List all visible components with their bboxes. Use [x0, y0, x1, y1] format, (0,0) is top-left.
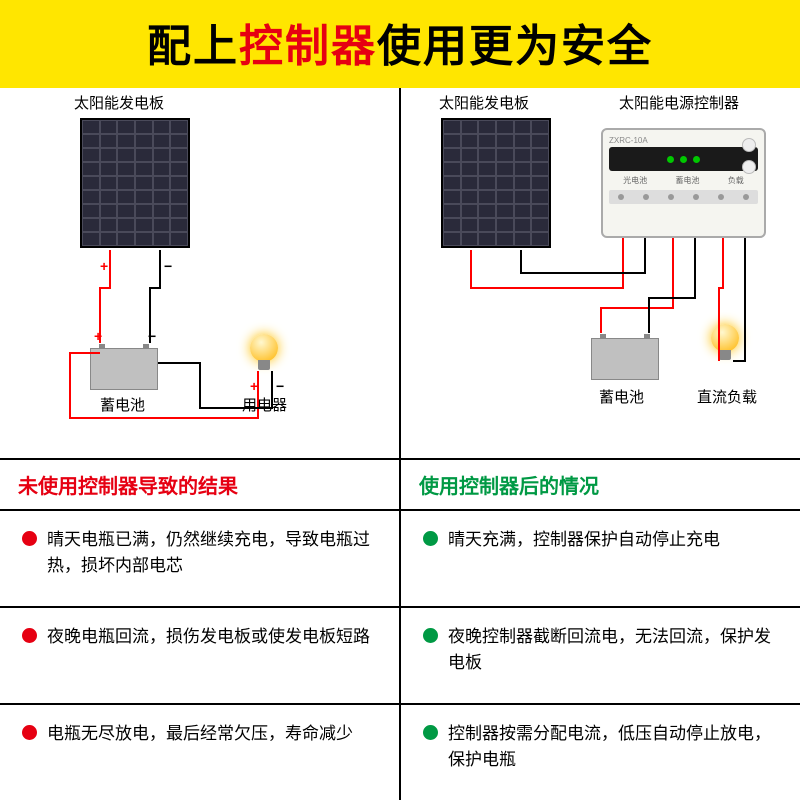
- bullet-item: 控制器按需分配电流，低压自动停止放电，保护电瓶: [401, 705, 800, 800]
- bullet-text: 夜晚电瓶回流，损伤发电板或使发电板短路: [47, 624, 370, 650]
- led-icon: [667, 156, 674, 163]
- subheader-row: 未使用控制器导致的结果 使用控制器后的情况: [0, 458, 800, 511]
- bullet-text: 晴天电瓶已满，仍然继续充电，导致电瓶过热，损坏内部电芯: [47, 527, 381, 580]
- controller-model: ZXRC-10A: [609, 136, 758, 145]
- diagram-row: 太阳能发电板 + − + − + −: [0, 88, 800, 458]
- bullet-item: 晴天充满，控制器保护自动停止充电: [401, 511, 800, 608]
- controller-terminal-labels: 光电池 蓄电池 负载: [609, 175, 758, 186]
- solar-panel-icon: [441, 118, 551, 248]
- header-suffix: 使用更为安全: [377, 22, 653, 71]
- bulb-icon: [711, 324, 739, 352]
- solar-panel-icon: [80, 118, 190, 248]
- header-prefix: 配上: [147, 22, 239, 71]
- label-panel: 太阳能发电板: [439, 92, 529, 113]
- label-panel: 太阳能发电板: [74, 92, 164, 113]
- bullet-text: 电瓶无尽放电，最后经常欠压，寿命减少: [47, 721, 353, 747]
- main-header: 配上控制器使用更为安全: [0, 0, 800, 88]
- label-battery: 蓄电池: [599, 386, 644, 407]
- bullet-text: 夜晚控制器截断回流电，无法回流，保护发电板: [448, 624, 782, 677]
- controller-button: [742, 160, 756, 174]
- bullet-dot-icon: [22, 531, 37, 546]
- subheader-with: 使用控制器后的情况: [401, 458, 800, 511]
- bullets-row: 晴天电瓶已满，仍然继续充电，导致电瓶过热，损坏内部电芯 夜晚电瓶回流，损伤发电板…: [0, 511, 800, 800]
- label-controller: 太阳能电源控制器: [619, 92, 739, 113]
- bullet-item: 晴天电瓶已满，仍然继续充电，导致电瓶过热，损坏内部电芯: [0, 511, 399, 608]
- bullet-item: 夜晚控制器截断回流电，无法回流，保护发电板: [401, 608, 800, 705]
- plus-sign: +: [94, 328, 102, 344]
- bullet-text: 控制器按需分配电流，低压自动停止放电，保护电瓶: [448, 721, 782, 774]
- label-battery: 蓄电池: [100, 394, 145, 415]
- diagram-without-controller: 太阳能发电板 + − + − + −: [0, 88, 401, 458]
- led-icon: [680, 156, 687, 163]
- plus-sign: +: [100, 258, 108, 274]
- battery-icon: [90, 348, 158, 390]
- bullet-dot-icon: [423, 725, 438, 740]
- subheader-without: 未使用控制器导致的结果: [0, 458, 401, 511]
- label-load: 用电器: [242, 394, 287, 415]
- bullet-dot-icon: [423, 628, 438, 643]
- bullet-dot-icon: [423, 531, 438, 546]
- minus-sign: −: [164, 258, 172, 274]
- label-load: 直流负载: [697, 386, 757, 407]
- bullets-without: 晴天电瓶已满，仍然继续充电，导致电瓶过热，损坏内部电芯 夜晚电瓶回流，损伤发电板…: [0, 511, 401, 800]
- minus-sign: −: [148, 328, 156, 344]
- wires: [0, 88, 399, 458]
- led-icon: [693, 156, 700, 163]
- bullet-item: 电瓶无尽放电，最后经常欠压，寿命减少: [0, 705, 399, 800]
- header-emphasis: 控制器: [239, 22, 377, 71]
- diagram-with-controller: 太阳能发电板 太阳能电源控制器 ZXRC-10A: [401, 88, 800, 458]
- bullet-text: 晴天充满，控制器保护自动停止充电: [448, 527, 720, 553]
- bullet-item: 夜晚电瓶回流，损伤发电板或使发电板短路: [0, 608, 399, 705]
- bulb-icon: [250, 334, 278, 362]
- controller-icon: ZXRC-10A 光电池 蓄电池 负载: [601, 128, 766, 238]
- controller-button: [742, 138, 756, 152]
- controller-screen: [609, 147, 758, 171]
- bullet-dot-icon: [22, 725, 37, 740]
- minus-sign: −: [276, 378, 284, 394]
- plus-sign: +: [250, 378, 258, 394]
- controller-terminal-bar: [609, 190, 758, 204]
- battery-icon: [591, 338, 659, 380]
- bullets-with: 晴天充满，控制器保护自动停止充电 夜晚控制器截断回流电，无法回流，保护发电板 控…: [401, 511, 800, 800]
- bullet-dot-icon: [22, 628, 37, 643]
